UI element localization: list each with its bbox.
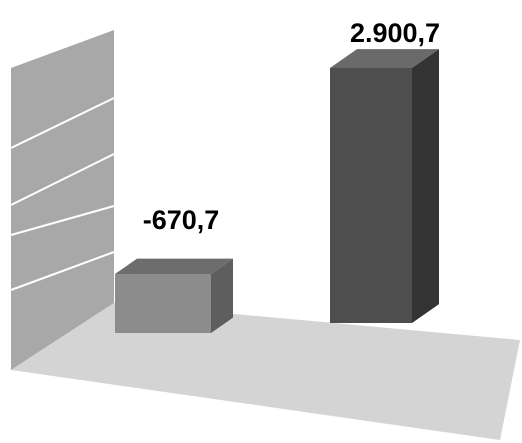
bar-1-top-face [115, 258, 233, 275]
gridlines [10, 97, 115, 291]
bar-2-front-face [330, 68, 412, 323]
bar-1 [115, 258, 233, 333]
gridline-3 [10, 205, 115, 236]
bar-2-side-face [412, 49, 439, 323]
gridline-2 [10, 153, 115, 206]
bar-2 [330, 49, 439, 323]
floor [11, 303, 520, 440]
bar-1-front-face [115, 274, 211, 333]
gridline-1 [10, 97, 115, 149]
back-wall [11, 30, 114, 370]
bar-1-side-face [211, 258, 233, 333]
bars [115, 49, 439, 333]
gridline-4 [10, 251, 115, 291]
data-label-bar-1: -670,7 [143, 205, 220, 235]
data-label-bar-2: 2.900,7 [350, 18, 440, 48]
bar-2-top-face [330, 49, 439, 68]
